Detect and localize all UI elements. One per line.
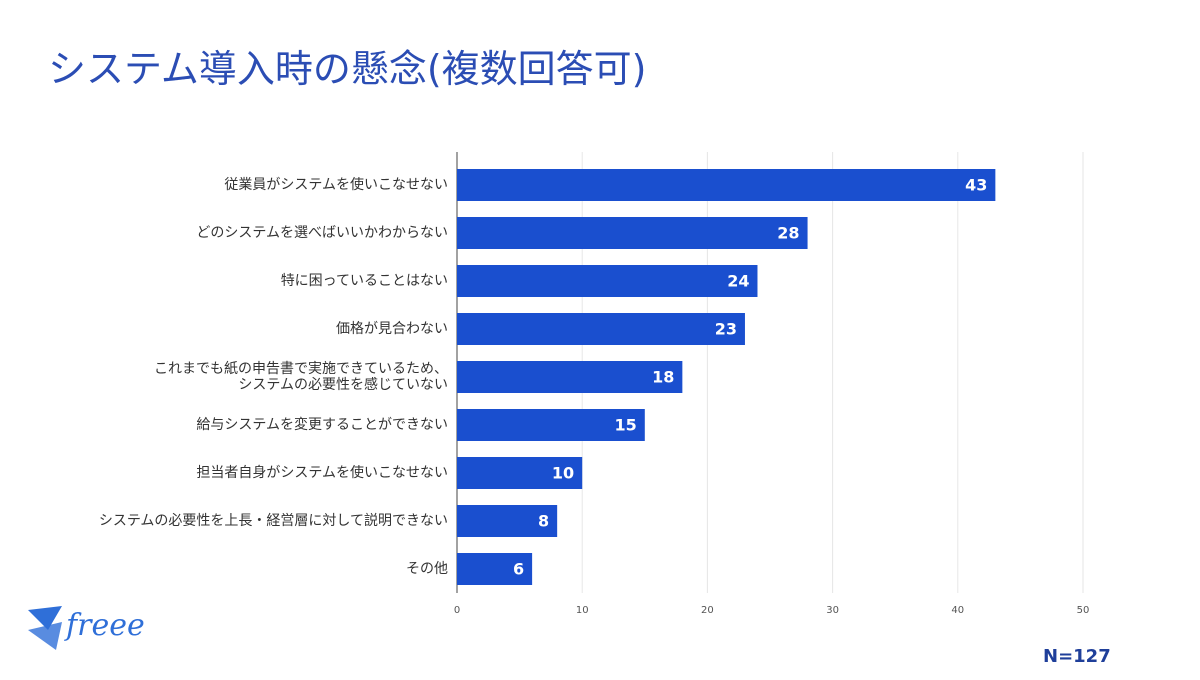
- x-tick-label: 0: [454, 605, 460, 616]
- y-tick-label: 特に困っていることはない: [280, 273, 448, 289]
- bar: [457, 553, 533, 585]
- value-label: 10: [552, 464, 574, 483]
- bar: [457, 361, 683, 393]
- logo-mark: [28, 606, 62, 650]
- bar: [457, 265, 758, 297]
- value-label: 18: [652, 368, 674, 387]
- bar: [457, 505, 558, 537]
- y-tick-label: システムの必要性を上長・経営層に対して説明できない: [98, 513, 448, 529]
- y-tick-label: どのシステムを選べばいいかわからない: [196, 225, 448, 241]
- y-tick-label: 価格が見合わない: [336, 321, 448, 337]
- bar: [457, 313, 745, 345]
- bar: [457, 169, 996, 201]
- y-tick-label: その他: [406, 561, 448, 577]
- value-label: 8: [538, 512, 549, 531]
- bar: [457, 217, 808, 249]
- sample-size: N=127: [1043, 646, 1111, 667]
- x-tick-label: 30: [826, 605, 839, 616]
- value-label: 43: [965, 176, 987, 195]
- bar: [457, 457, 583, 489]
- x-tick-label: 20: [701, 605, 714, 616]
- value-label: 24: [727, 272, 749, 291]
- bar: [457, 409, 645, 441]
- value-label: 15: [615, 416, 637, 435]
- x-tick-label: 10: [576, 605, 589, 616]
- y-tick-label: 従業員がシステムを使いこなせない: [224, 177, 448, 193]
- x-tick-label: 50: [1077, 605, 1090, 616]
- value-label: 6: [513, 560, 524, 579]
- y-tick-label: これまでも紙の申告書で実施できているため、 システムの必要性を感じていない: [154, 361, 448, 393]
- logo: freee: [66, 608, 145, 643]
- x-tick-label: 40: [951, 605, 964, 616]
- value-label: 28: [777, 224, 799, 243]
- y-tick-label: 担当者自身がシステムを使いこなせない: [196, 465, 448, 481]
- chart-title: システム導入時の懸念(複数回答可): [48, 47, 647, 91]
- y-tick-label: 給与システムを変更することができない: [196, 417, 448, 433]
- value-label: 23: [715, 320, 737, 339]
